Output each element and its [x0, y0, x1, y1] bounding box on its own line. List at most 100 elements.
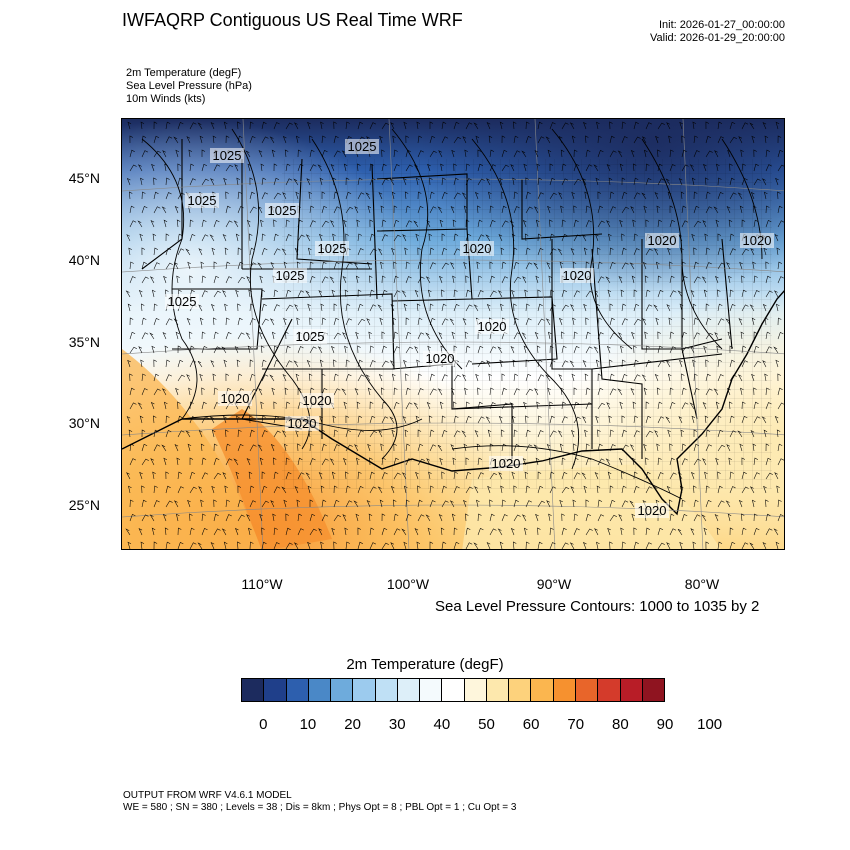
wind-barb: [213, 331, 219, 340]
wind-barb: [693, 499, 699, 508]
wind-barb: [403, 303, 408, 312]
wind-barb: [189, 219, 194, 228]
wind-barb: [608, 233, 612, 242]
wind-barb: [137, 164, 143, 172]
wind-barb: [225, 443, 231, 452]
wind-barb: [186, 374, 191, 382]
wind-barb: [558, 374, 563, 382]
wind-barb: [357, 121, 364, 130]
wind-barb: [283, 443, 288, 452]
wind-barb: [189, 360, 197, 368]
wind-barb: [197, 122, 203, 130]
wind-barb: [669, 275, 675, 284]
wind-barb: [525, 247, 531, 256]
wind-barb: [645, 430, 653, 438]
wind-barb: [693, 332, 701, 340]
wind-barb: [597, 387, 604, 396]
wind-barb: [368, 275, 373, 284]
pressure-label: 1025: [276, 268, 305, 283]
wind-barb: [403, 121, 408, 130]
wind-barb: [225, 220, 233, 228]
wind-barb: [654, 373, 659, 382]
wind-barb: [225, 458, 233, 466]
wind-barb: [273, 163, 278, 172]
colorbar: [241, 678, 665, 702]
wind-barb: [319, 415, 323, 424]
wind-barb: [561, 542, 569, 549]
wind-barb: [402, 416, 407, 424]
wind-barb: [609, 514, 618, 522]
wind-barb: [185, 248, 191, 256]
wind-barb: [657, 360, 665, 368]
wind-barb: [629, 444, 635, 452]
wind-barb: [705, 150, 713, 158]
wind-barb: [450, 262, 455, 270]
wind-barb: [320, 303, 325, 312]
wind-barb: [693, 458, 701, 466]
wind-barb: [201, 331, 206, 340]
wind-barb: [390, 485, 395, 494]
wind-barb: [273, 486, 281, 494]
wind-barb: [753, 178, 761, 186]
wind-barb: [429, 247, 435, 256]
wind-barb: [417, 514, 425, 522]
wind-barb: [632, 219, 636, 228]
wind-barb: [224, 485, 228, 494]
wind-barb: [417, 150, 424, 158]
colorbar-swatch: [509, 679, 532, 701]
wind-barb: [717, 485, 723, 494]
wind-barb: [728, 275, 732, 284]
wind-barb: [753, 387, 757, 396]
wind-barb: [749, 542, 755, 549]
wind-barb: [477, 472, 485, 480]
wind-barb: [151, 345, 156, 354]
wind-barb: [549, 192, 557, 200]
pressure-label: 1020: [563, 268, 592, 283]
wind-barb: [525, 177, 529, 186]
wind-barb: [198, 430, 203, 438]
wind-barb: [524, 233, 529, 242]
wind-barb: [717, 289, 721, 298]
wind-barb: [726, 387, 731, 396]
wind-barb: [477, 219, 483, 228]
wind-barb: [545, 318, 551, 326]
wind-barb: [741, 527, 747, 536]
wind-barb: [777, 443, 783, 452]
wind-barb: [741, 345, 747, 354]
wind-barb: [525, 388, 533, 396]
wind-barb: [150, 458, 155, 466]
wind-barb: [369, 360, 376, 368]
wind-barb: [465, 219, 470, 228]
wind-barb: [261, 500, 269, 508]
wind-barb: [593, 346, 599, 354]
wind-barb: [345, 485, 351, 494]
wind-barb: [367, 443, 371, 452]
wind-barb: [285, 331, 289, 340]
wind-barb: [561, 178, 569, 186]
wind-barb: [405, 317, 410, 326]
wind-barb: [537, 415, 542, 424]
wind-barb: [357, 430, 365, 438]
wind-barb: [513, 317, 519, 326]
wind-barb: [177, 233, 183, 242]
wind-barb: [427, 527, 432, 536]
wind-barb: [441, 247, 448, 256]
wind-barb: [510, 164, 515, 172]
wind-barb: [549, 304, 556, 312]
wind-barb: [389, 416, 395, 424]
isobar: [451, 445, 683, 500]
wind-barb: [609, 121, 613, 130]
wind-barb: [559, 499, 563, 508]
wind-barb: [525, 500, 532, 508]
field-label-pressure: Sea Level Pressure (hPa): [126, 80, 252, 92]
wind-barb: [693, 205, 700, 214]
wind-barb: [381, 290, 388, 298]
wind-barb: [537, 541, 543, 549]
wind-barb: [525, 485, 531, 494]
wind-barb: [645, 248, 653, 256]
wind-barb: [330, 345, 335, 354]
wind-barb: [765, 443, 770, 452]
wind-barb: [621, 303, 627, 312]
wind-barb: [513, 247, 518, 256]
wind-barb: [438, 332, 443, 340]
